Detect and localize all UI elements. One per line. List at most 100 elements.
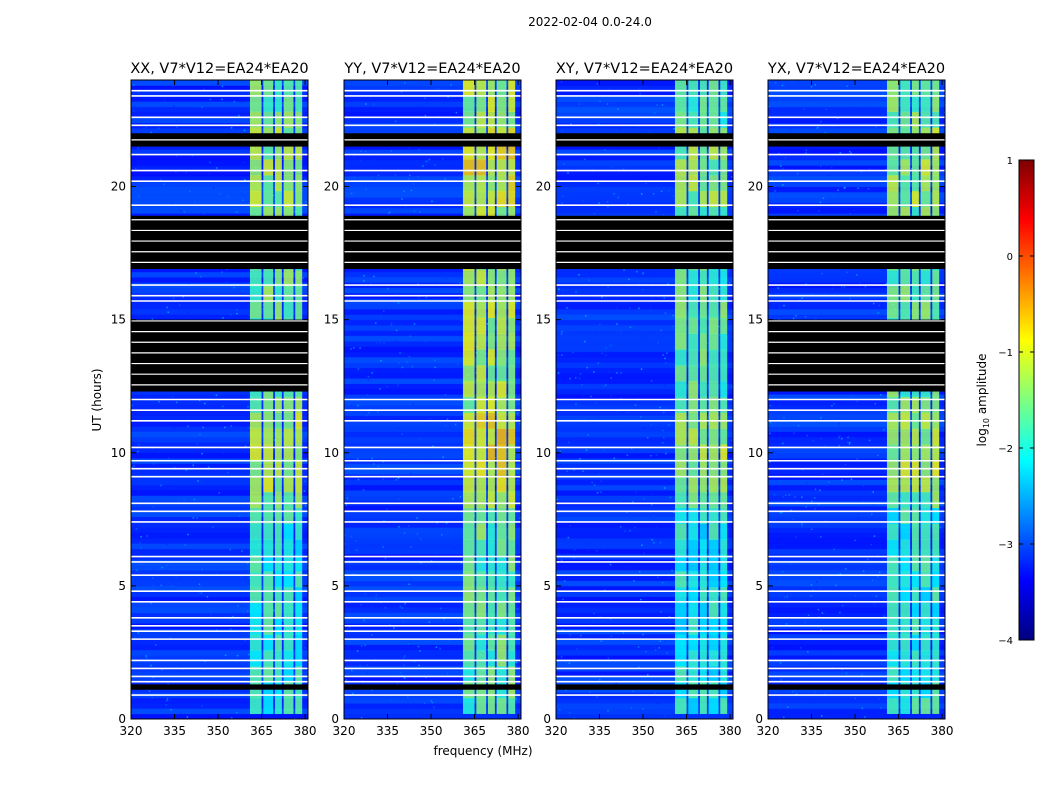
rfi-band-cell: [674, 190, 687, 208]
heatmap-cell: [396, 682, 399, 685]
heatmap-cell: [599, 491, 602, 494]
rfi-band-cell: [496, 491, 507, 509]
heatmap-cell: [224, 654, 227, 657]
rfi-band-cell: [688, 555, 699, 572]
rfi-band-cell: [476, 396, 487, 413]
heatmap-cell: [359, 665, 361, 667]
rfi-band-cell: [911, 666, 919, 683]
heatmap-cell: [650, 279, 652, 281]
heatmap-cell: [135, 569, 138, 571]
rfi-band-cell: [688, 349, 699, 366]
heatmap-cell: [344, 178, 346, 180]
heatmap-cell: [515, 698, 517, 700]
heatmap-cell: [593, 484, 596, 486]
heatmap-cell: [424, 340, 427, 343]
heatmap-row: [344, 415, 521, 422]
heatmap-cell: [373, 463, 375, 465]
rfi-band-cell: [720, 396, 728, 413]
heatmap-cell: [135, 167, 137, 170]
heatmap-row: [131, 703, 308, 709]
rfi-band-cell: [720, 80, 728, 97]
heatmap-cell: [236, 606, 238, 608]
heatmap-cell: [131, 184, 133, 187]
heatmap-cell: [827, 174, 829, 177]
heatmap-cell: [486, 273, 488, 276]
heatmap-cell: [486, 499, 489, 502]
heatmap-cell: [650, 454, 652, 457]
rfi-band-cell: [476, 206, 487, 223]
heatmap-cell: [607, 205, 609, 208]
heatmap-row: [344, 351, 521, 358]
heatmap-cell: [832, 125, 835, 128]
heatmap-cell: [208, 172, 210, 175]
rfi-band-cell: [688, 476, 699, 493]
rfi-band-cell: [699, 428, 707, 445]
heatmap-row: [556, 197, 733, 203]
heatmap-cell: [853, 437, 855, 439]
heatmap-row: [344, 186, 521, 193]
heatmap-cell: [663, 411, 665, 414]
rfi-band-cell: [496, 270, 507, 287]
rfi-band-cell: [496, 666, 507, 683]
heatmap-cell: [412, 709, 415, 711]
heatmap-cell: [437, 87, 439, 90]
heatmap-cell: [825, 520, 827, 522]
heatmap-cell: [613, 193, 615, 195]
rfi-band-cell: [487, 555, 495, 572]
heatmap-row: [556, 601, 733, 608]
heatmap-cell: [208, 635, 210, 638]
heatmap-row: [344, 442, 521, 448]
heatmap-cell: [617, 100, 620, 102]
heatmap-row: [768, 101, 945, 108]
heatmap-cell: [405, 361, 408, 363]
heatmap-cell: [350, 535, 353, 538]
rfi-band-cell: [249, 428, 262, 445]
rfi-band-cell: [476, 476, 487, 493]
heatmap-cell: [225, 457, 228, 460]
rfi-band-cell: [920, 586, 931, 604]
heatmap-cell: [163, 183, 166, 186]
rfi-band-cell: [263, 666, 274, 683]
heatmap-row: [344, 612, 521, 619]
heatmap-cell: [346, 497, 349, 499]
rfi-band-cell: [295, 634, 303, 651]
heatmap-cell: [445, 424, 447, 427]
heatmap-cell: [175, 171, 177, 173]
heatmap-cell: [663, 436, 665, 439]
flagged-interval: [131, 684, 308, 690]
heatmap-cell: [820, 576, 822, 579]
rfi-band-cell: [508, 349, 516, 366]
heatmap-cell: [791, 562, 793, 564]
heatmap-cell: [394, 120, 397, 123]
heatmap-cell: [394, 174, 397, 176]
rfi-band-cell: [699, 523, 707, 540]
rfi-band-cell: [263, 285, 274, 303]
heatmap-cell: [801, 496, 803, 498]
heatmap-cell: [452, 106, 454, 109]
rfi-band-cell: [462, 428, 475, 445]
heatmap-row: [344, 644, 521, 651]
heatmap-row: [768, 591, 945, 598]
heatmap-cell: [408, 355, 411, 358]
heatmap-cell: [609, 563, 612, 566]
heatmap-cell: [166, 564, 168, 566]
heatmap-row: [556, 362, 733, 369]
heatmap-cell: [595, 550, 598, 552]
rfi-band-cell: [508, 539, 516, 556]
heatmap-cell: [864, 716, 866, 718]
heatmap-row: [768, 612, 945, 619]
heatmap-cell: [672, 195, 674, 198]
heatmap-cell: [810, 584, 813, 586]
heatmap-row: [556, 80, 733, 86]
rfi-band-cell: [708, 444, 719, 461]
rfi-band-cell: [249, 175, 262, 192]
heatmap-cell: [840, 286, 843, 288]
heatmap-cell: [244, 539, 247, 542]
heatmap-cell: [365, 414, 368, 417]
heatmap-cell: [205, 288, 208, 290]
heatmap-row: [556, 277, 733, 283]
heatmap-cell: [632, 500, 634, 503]
rfi-band-cell: [249, 634, 262, 651]
heatmap-cell: [817, 608, 820, 611]
